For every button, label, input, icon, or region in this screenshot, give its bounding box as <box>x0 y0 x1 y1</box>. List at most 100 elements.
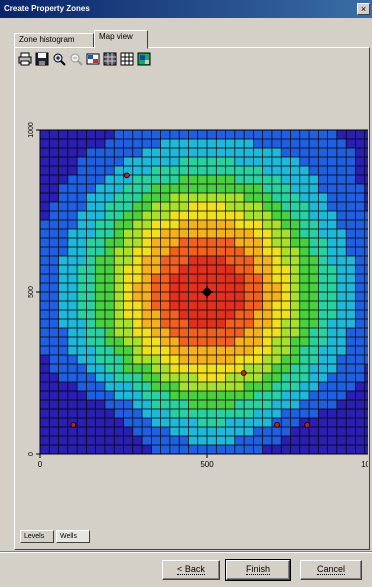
heatmap-cell <box>95 418 106 428</box>
finish-button[interactable]: Finish <box>225 559 291 581</box>
heatmap-cell <box>104 436 115 446</box>
close-button[interactable]: × <box>357 3 370 15</box>
heatmap-cell <box>123 436 134 446</box>
heatmap-cell <box>142 283 152 293</box>
heatmap-cell <box>67 445 78 455</box>
heatmap-cell <box>95 265 106 275</box>
heatmap-cell <box>225 400 236 410</box>
heatmap-cell <box>355 283 366 293</box>
well-marker[interactable] <box>123 172 130 179</box>
heatmap-cell <box>225 346 236 356</box>
heatmap-cell <box>58 130 69 140</box>
heatmap-cell <box>290 400 301 410</box>
heatmap-cell <box>346 373 356 383</box>
save-icon[interactable] <box>34 51 50 67</box>
heatmap-cell <box>49 211 59 221</box>
heatmap-cell <box>346 256 356 266</box>
heatmap-cell <box>58 229 69 239</box>
tab-wells[interactable]: Wells <box>56 530 90 543</box>
tab-levels[interactable]: Levels <box>20 530 54 543</box>
heatmap-cell <box>355 445 366 455</box>
heatmap-cell <box>104 373 115 383</box>
heatmap-cell <box>95 355 106 365</box>
heatmap-cell <box>327 202 338 212</box>
heatmap-cell <box>318 418 328 428</box>
tab-zone-histogram[interactable]: Zone histogram <box>14 33 94 48</box>
heatmap-cell <box>179 211 189 221</box>
heatmap-cell <box>58 265 69 275</box>
heatmap-cell <box>188 256 199 266</box>
heatmap-cell <box>207 130 217 140</box>
heatmap-cell <box>142 184 152 194</box>
heatmap-cell <box>169 409 180 419</box>
heatmap-cell <box>132 409 143 419</box>
print-icon[interactable] <box>17 51 33 67</box>
well-marker[interactable] <box>274 421 281 428</box>
heatmap-cell <box>318 355 328 365</box>
heatmap-cell <box>327 364 338 374</box>
heatmap-cell <box>318 130 328 140</box>
heatmap-cell <box>142 256 152 266</box>
heatmap-cell <box>151 292 161 302</box>
heatmap-cell <box>77 292 87 302</box>
heatmap-cell <box>114 139 124 149</box>
well-marker[interactable] <box>240 370 247 376</box>
zoom-in-icon[interactable] <box>51 51 67 67</box>
heatmap-cell <box>299 202 310 212</box>
heatmap-cell <box>58 202 69 212</box>
heatmap-cell <box>114 157 124 167</box>
grid-fill-icon[interactable] <box>102 51 118 67</box>
heatmap-cell <box>299 148 310 158</box>
tab-map-view[interactable]: Map view <box>94 30 148 49</box>
heatmap-cell <box>114 247 124 257</box>
heatmap-cell <box>151 211 161 221</box>
heatmap-cell <box>151 193 161 203</box>
heatmap-cell <box>364 427 372 437</box>
heatmap-cell <box>355 391 366 401</box>
heatmap-cell <box>216 292 226 302</box>
heatmap-cell <box>336 436 347 446</box>
heatmap-cell <box>225 229 236 239</box>
heatmap-cell <box>244 427 254 437</box>
heatmap-cell <box>40 202 50 212</box>
map-plot[interactable]: 0 500 1000 1000 500 0 <box>16 78 372 518</box>
properties-icon[interactable] <box>85 51 101 67</box>
heatmap-cell <box>188 337 199 347</box>
heatmap-cell <box>355 229 366 239</box>
cancel-button[interactable]: Cancel <box>300 560 362 580</box>
heatmap-cell <box>364 184 372 194</box>
heatmap-cell <box>169 391 180 401</box>
heatmap-cell <box>49 220 59 230</box>
heatmap-cell <box>67 319 78 329</box>
heatmap-cell <box>132 139 143 149</box>
heatmap-cell <box>299 346 310 356</box>
heatmap-cell <box>346 166 356 176</box>
well-marker[interactable] <box>304 421 311 428</box>
well-marker[interactable] <box>70 421 77 428</box>
heatmap-cell <box>355 409 366 419</box>
map-icon[interactable] <box>136 51 152 67</box>
zoom-out-icon[interactable] <box>68 51 84 67</box>
heatmap-cell <box>309 337 319 347</box>
heatmap-cell <box>95 283 106 293</box>
heatmap-cell <box>151 265 161 275</box>
heatmap-cell <box>197 436 208 446</box>
heatmap-cell <box>318 337 328 347</box>
heatmap-cell <box>104 418 115 428</box>
heatmap-cell <box>253 247 263 257</box>
heatmap-cell <box>151 229 161 239</box>
heatmap-cell <box>207 283 217 293</box>
heatmap-cell <box>197 184 208 194</box>
back-button[interactable]: < Back <box>162 560 220 580</box>
heatmap-cell <box>336 337 347 347</box>
heatmap-cell <box>160 319 171 329</box>
grid-lines-icon[interactable] <box>119 51 135 67</box>
heatmap-cell <box>318 238 328 248</box>
heatmap-cell <box>160 382 171 392</box>
heatmap-cell <box>169 229 180 239</box>
heatmap-cell <box>169 175 180 185</box>
heatmap-cell <box>271 337 282 347</box>
heatmap-cell <box>290 148 301 158</box>
heatmap-cell <box>336 355 347 365</box>
heatmap-cell <box>95 292 106 302</box>
